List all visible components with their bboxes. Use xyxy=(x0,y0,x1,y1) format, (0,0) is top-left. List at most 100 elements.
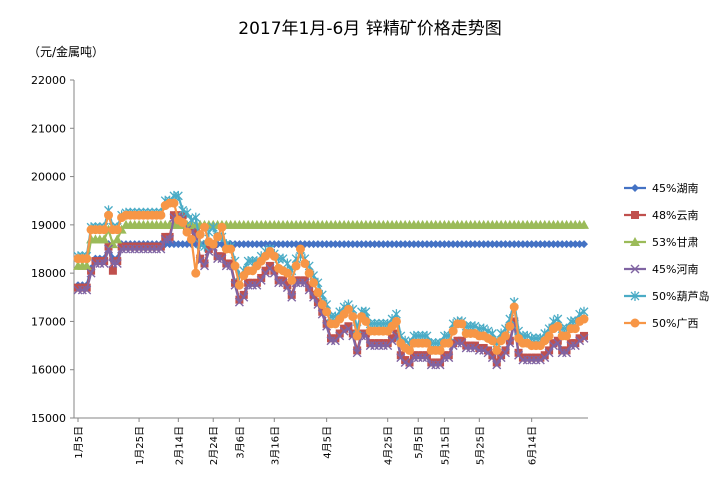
data-point xyxy=(234,280,244,290)
data-point xyxy=(392,240,401,249)
data-point xyxy=(444,338,454,348)
data-point xyxy=(505,240,514,249)
x-tick-label: 2月24日 xyxy=(208,426,220,465)
data-point xyxy=(470,343,480,353)
data-point xyxy=(505,338,515,348)
data-point xyxy=(580,331,588,340)
data-point xyxy=(436,358,445,367)
data-point xyxy=(444,353,454,363)
data-point xyxy=(414,240,423,249)
data-point xyxy=(287,292,297,302)
data-point xyxy=(300,258,310,268)
data-point xyxy=(352,348,362,358)
data-point xyxy=(99,234,110,244)
x-tick-label: 1月25日 xyxy=(134,426,146,465)
data-point xyxy=(370,339,379,348)
y-tick-label: 20000 xyxy=(31,171,66,184)
data-point xyxy=(222,259,231,268)
data-point xyxy=(440,351,449,360)
data-point xyxy=(500,348,510,358)
x-tick-label: 5月15日 xyxy=(439,426,451,465)
y-tick-label: 19000 xyxy=(31,219,66,232)
data-point xyxy=(322,240,331,249)
data-point xyxy=(444,240,453,249)
data-point xyxy=(104,244,114,254)
series-5 xyxy=(73,198,589,355)
legend-marker xyxy=(630,291,640,301)
data-point xyxy=(571,240,580,249)
data-point xyxy=(383,339,392,348)
y-tick-label: 17000 xyxy=(31,315,66,328)
legend-marker xyxy=(630,237,640,246)
data-point xyxy=(217,254,227,264)
data-point xyxy=(579,314,589,324)
data-point xyxy=(82,285,92,295)
data-point xyxy=(309,290,318,299)
data-point xyxy=(361,329,370,338)
data-point xyxy=(388,240,397,249)
data-point xyxy=(580,240,588,249)
data-point xyxy=(366,240,375,249)
data-point xyxy=(217,222,227,232)
data-point xyxy=(545,346,554,355)
data-point xyxy=(523,353,532,362)
data-point xyxy=(186,234,196,244)
data-point xyxy=(544,331,554,341)
data-point xyxy=(283,240,292,249)
data-point xyxy=(331,240,340,249)
data-point xyxy=(431,358,440,367)
data-point xyxy=(409,240,418,249)
y-tick-label: 16000 xyxy=(31,364,66,377)
data-point xyxy=(230,261,240,271)
data-point xyxy=(418,240,427,249)
data-point xyxy=(549,339,558,348)
data-point xyxy=(484,240,493,249)
legend-marker xyxy=(630,318,640,328)
data-point xyxy=(435,345,445,355)
data-point xyxy=(139,242,148,251)
data-point xyxy=(331,334,340,343)
data-point xyxy=(327,240,335,249)
plot-area xyxy=(73,190,589,370)
data-point xyxy=(313,298,322,307)
data-point xyxy=(558,240,567,249)
data-point xyxy=(440,240,449,249)
data-point xyxy=(152,242,161,251)
data-point xyxy=(427,358,436,367)
data-point xyxy=(484,346,493,355)
data-point xyxy=(505,321,515,331)
data-point xyxy=(462,341,471,350)
x-tick-label: 5月25日 xyxy=(474,426,486,465)
data-point xyxy=(104,242,113,251)
data-point xyxy=(457,319,467,329)
data-point xyxy=(409,351,418,360)
data-point xyxy=(309,240,318,249)
data-point xyxy=(544,348,554,358)
data-point xyxy=(343,304,353,314)
data-point xyxy=(575,336,585,346)
legend-label: 45%河南 xyxy=(652,263,698,276)
data-point xyxy=(340,240,349,249)
data-point xyxy=(405,345,415,355)
data-point xyxy=(553,321,563,331)
data-point xyxy=(571,339,580,348)
legend-marker xyxy=(631,184,639,192)
data-point xyxy=(213,232,223,242)
data-point xyxy=(348,240,357,249)
data-point xyxy=(148,242,157,251)
data-point xyxy=(492,345,502,355)
data-point xyxy=(396,240,405,249)
data-point xyxy=(374,339,383,348)
data-point xyxy=(470,341,479,350)
data-point xyxy=(457,240,466,249)
data-point xyxy=(500,331,510,341)
data-point xyxy=(182,207,192,218)
data-point xyxy=(510,317,519,326)
data-point xyxy=(510,240,519,249)
data-point xyxy=(475,240,484,249)
data-point xyxy=(335,329,344,338)
data-point xyxy=(335,240,344,249)
x-tick-label: 4月25日 xyxy=(383,426,395,465)
data-point xyxy=(427,240,436,249)
data-point xyxy=(514,240,523,249)
